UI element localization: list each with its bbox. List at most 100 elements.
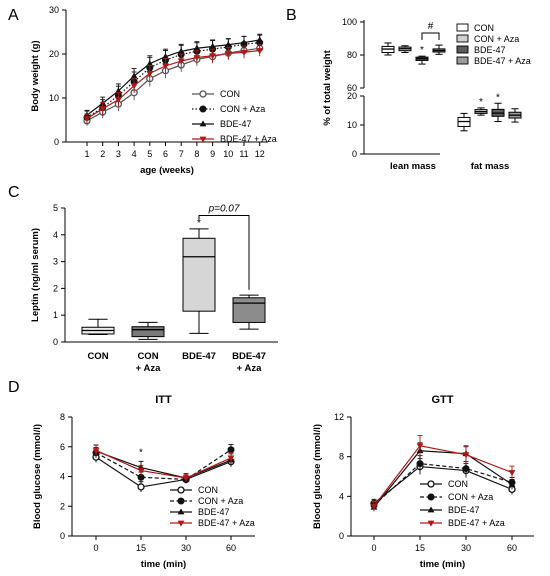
legend-marker [199,120,207,127]
y-axis-label: Blood glucose (mmol/l) [32,424,43,529]
box-con [81,318,115,335]
legend-entry-bde-47: BDE-47 [456,45,506,55]
legend-swatch [456,23,469,32]
x-tick-label: 11 [239,149,248,159]
data-point [193,55,201,62]
y-axis-label: Leptin (ng/ml serum) [30,228,41,322]
x-tick-label: 0 [93,543,98,553]
legend-label: CON [198,485,218,495]
annotation-star: * [420,45,424,56]
series-line [95,450,232,479]
legend-entry-con: CON [192,89,240,99]
y-tick-label: 0 [53,337,58,347]
y-tick-label: 6 [60,442,65,452]
data-point [416,443,424,450]
data-point [193,44,201,51]
legend-label: BDE-47 + Aza [220,134,277,144]
data-point [224,51,232,58]
legend-marker [199,136,207,143]
legend-marker [177,497,185,505]
annotation-star: * [197,218,201,229]
x-axis-label: time (min) [420,559,465,570]
data-point [224,41,232,48]
legend-label: BDE-47 + Aza [474,56,531,66]
x-tick-label: 15 [415,543,425,553]
y-tick-label: 4 [60,472,65,482]
series-line [373,445,513,507]
x-tick-label: 1 [84,149,89,159]
data-point [146,70,154,77]
legend-entry-con: CON [420,479,468,489]
x-tick-label: 9 [210,149,215,159]
y-tick-label: 80 [347,50,357,60]
series-line [86,49,260,120]
data-point [137,468,145,475]
data-point [209,42,216,49]
data-point [462,452,470,459]
legend-label: CON + Aza [448,492,493,502]
y-tick-label: 30 [49,5,59,15]
y-tick-label: 2 [60,501,65,511]
x-axis-label: age (weeks) [140,165,194,176]
legend-label: CON + Aza [220,104,265,114]
box-bde-47 [182,228,216,334]
category-label-line: BDE-47 [182,351,216,362]
y-tick-label: 12 [334,412,344,422]
data-point [130,72,138,79]
category-label: BDE-47 + Aza [232,351,266,374]
data-point [182,475,190,482]
panel-letter-a: A [8,7,19,24]
box-iqr [232,297,266,323]
data-point [177,47,185,54]
data-point [227,446,235,454]
y-axis-label: Body weight (g) [30,40,41,111]
data-point [416,460,424,468]
box-con [457,112,471,132]
y-tick-label: 2 [53,283,58,293]
y-tick-label: 0 [339,531,344,541]
x-tick-label: 0 [371,543,376,553]
legend-marker [427,520,435,527]
x-tick-label: 5 [147,149,152,159]
y-tick-label: 10 [347,120,357,130]
category-label-line: CON [87,351,108,362]
legend-label: BDE-47 [474,45,506,55]
category-label: lean mass [390,161,436,172]
annotation-pvalue: p=0.07 [208,204,240,215]
y-tick-label: 10 [49,93,59,103]
x-tick-label: 10 [223,149,233,159]
significance-bracket [421,32,440,40]
panel-letter-d: D [8,379,20,396]
category-label: BDE-47 [182,351,216,362]
series-bde-47-aza [92,444,235,482]
data-point [209,53,216,60]
legend-marker [177,520,185,527]
legend-entry-con-aza: CON + Aza [192,104,265,114]
series-line [95,449,232,479]
significance-bracket [198,215,250,290]
series-bde-47-aza [83,44,264,124]
category-label: CON [87,351,108,362]
data-point [146,60,154,67]
legend-label: BDE-47 + Aza [448,518,505,528]
y-tick-label: 100 [342,17,357,27]
legend-label: CON + Aza [474,34,519,44]
legend-label: BDE-47 [220,119,252,129]
data-point [137,483,145,491]
data-point [83,116,91,123]
box-iqr [182,237,216,312]
series-line [373,450,513,508]
x-tick-label: 7 [179,149,184,159]
legend-label: CON [220,89,240,99]
legend-entry-bde-47: BDE-47 [192,119,252,129]
legend-entry-con-aza: CON + Aza [456,34,519,44]
category-label-line: + Aza [237,363,262,374]
annotation-hash: # [428,21,434,32]
data-point [92,448,100,455]
data-point [99,106,107,113]
box-bde-47-aza [432,44,446,55]
y-tick-label: 4 [339,491,344,501]
